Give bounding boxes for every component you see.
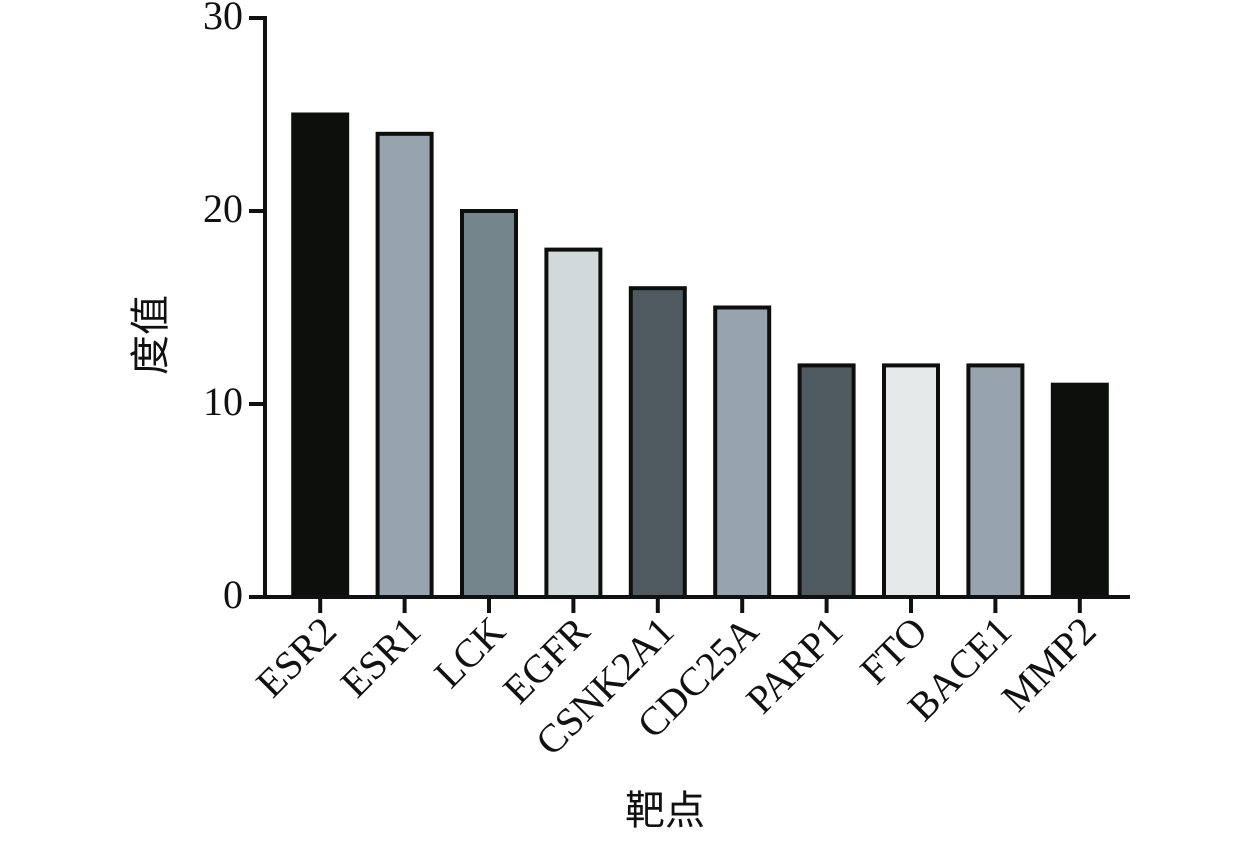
x-tick-label: ESR2 [247, 608, 345, 706]
x-axis-label: 靶点 [625, 788, 705, 833]
bar [460, 209, 518, 599]
y-tick-label: 30 [203, 0, 243, 38]
x-tick-label: ESR1 [332, 608, 430, 706]
bar [375, 131, 434, 600]
bar [1050, 382, 1109, 600]
bar [544, 247, 603, 599]
bar [882, 363, 940, 599]
y-tick-label: 20 [203, 186, 243, 231]
y-tick-label: 0 [223, 572, 243, 617]
bar [628, 286, 687, 599]
y-axis-label: 度值 [128, 295, 173, 375]
bar [291, 112, 350, 599]
bar [713, 305, 772, 599]
y-tick-label: 10 [203, 379, 243, 424]
bar [966, 363, 1025, 599]
x-tick-label: PARP1 [737, 608, 851, 722]
x-tick-label: MMP2 [993, 608, 1105, 720]
bar [797, 363, 856, 599]
